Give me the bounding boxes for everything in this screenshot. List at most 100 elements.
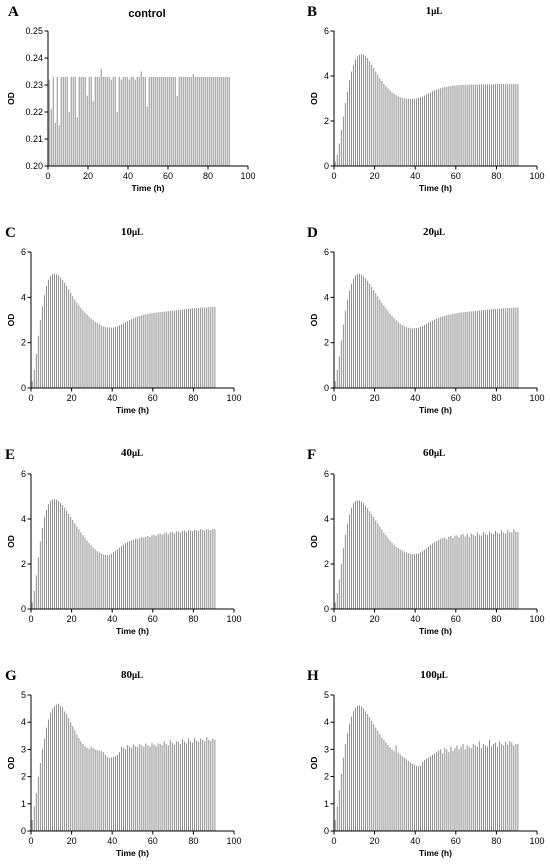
x-axis-label: Time (h) xyxy=(419,626,452,636)
x-tick-label: 20 xyxy=(370,393,380,403)
x-tick-label: 20 xyxy=(370,171,380,181)
x-tick-label: 20 xyxy=(370,614,380,624)
y-axis-label: OD xyxy=(309,314,319,327)
x-tick-label: 100 xyxy=(529,171,544,181)
x-tick-label: 0 xyxy=(331,836,336,846)
y-tick-label: 0.20 xyxy=(25,161,43,171)
bars xyxy=(31,499,216,609)
bars xyxy=(334,54,519,166)
y-tick-label: 0 xyxy=(324,161,329,171)
panel-letter: C xyxy=(5,225,16,241)
x-tick-label: 100 xyxy=(529,836,544,846)
y-axis-label: OD xyxy=(6,535,16,548)
y-tick-label: 0.24 xyxy=(25,53,43,63)
y-tick-label: 0.21 xyxy=(25,134,43,144)
y-axis-label: OD xyxy=(309,92,319,105)
x-axis-label: Time (h) xyxy=(116,848,149,858)
x-tick-label: 80 xyxy=(203,171,213,181)
x-tick-label: 100 xyxy=(529,393,544,403)
y-tick-label: 4 xyxy=(324,514,329,524)
panel-title: 1μL xyxy=(426,5,443,17)
x-tick-label: 40 xyxy=(410,614,420,624)
panel-title: 20μL xyxy=(423,226,445,238)
panel-letter: G xyxy=(5,668,17,684)
x-tick-label: 60 xyxy=(148,393,158,403)
y-tick-label: 0 xyxy=(324,383,329,393)
x-tick-label: 0 xyxy=(331,393,336,403)
y-tick-label: 6 xyxy=(324,469,329,479)
y-axis-label: OD xyxy=(6,757,16,770)
y-tick-label: 0 xyxy=(21,826,26,836)
y-axis-label: OD xyxy=(309,757,319,770)
y-tick-label: 2 xyxy=(324,772,329,782)
panel-title: 80μL xyxy=(121,669,143,681)
panel-title: 60μL xyxy=(423,447,445,459)
y-tick-label: 3 xyxy=(324,744,329,754)
x-tick-label: 60 xyxy=(163,171,173,181)
x-tick-label: 80 xyxy=(491,171,501,181)
x-tick-label: 40 xyxy=(107,614,117,624)
x-tick-label: 60 xyxy=(451,614,461,624)
panel-letter: F xyxy=(307,447,316,463)
y-axis-label: OD xyxy=(6,92,16,105)
y-tick-label: 2 xyxy=(324,559,329,569)
y-tick-label: 0.22 xyxy=(25,107,43,117)
panel-letter: A xyxy=(8,4,19,20)
bars xyxy=(31,703,216,831)
x-tick-label: 20 xyxy=(83,171,93,181)
panel-g: G 80μL 0 1 2 3 4 5 0 20 40 60 80 100 Time (h) OD xyxy=(5,668,242,858)
panel-h: H 100μL 0 1 2 3 4 5 0 20 40 60 80 100 Time (h) OD xyxy=(307,668,545,858)
y-tick-label: 0 xyxy=(324,604,329,614)
x-tick-label: 100 xyxy=(226,614,241,624)
bars xyxy=(48,68,230,166)
y-tick-label: 2 xyxy=(21,772,26,782)
y-tick-label: 0.23 xyxy=(25,80,43,90)
x-tick-label: 0 xyxy=(28,393,33,403)
x-tick-label: 80 xyxy=(491,614,501,624)
x-tick-label: 100 xyxy=(529,614,544,624)
y-tick-label: 3 xyxy=(21,744,26,754)
y-tick-label: 4 xyxy=(324,717,329,727)
y-tick-label: 0.25 xyxy=(25,26,43,36)
panel-title: 40μL xyxy=(121,447,143,459)
x-tick-label: 40 xyxy=(410,393,420,403)
x-tick-label: 100 xyxy=(240,171,255,181)
y-tick-label: 4 xyxy=(324,292,329,302)
y-tick-label: 1 xyxy=(324,799,329,809)
y-tick-label: 0 xyxy=(324,826,329,836)
bars xyxy=(334,500,519,609)
x-tick-label: 60 xyxy=(451,171,461,181)
y-tick-label: 6 xyxy=(324,247,329,257)
y-tick-label: 0 xyxy=(21,383,26,393)
x-axis-label: Time (h) xyxy=(116,405,149,415)
x-tick-label: 20 xyxy=(67,836,77,846)
x-tick-label: 40 xyxy=(410,836,420,846)
x-tick-label: 100 xyxy=(226,836,241,846)
x-tick-label: 60 xyxy=(148,836,158,846)
x-tick-label: 20 xyxy=(67,393,77,403)
panel-letter: D xyxy=(307,225,318,241)
panel-title: control xyxy=(128,8,165,20)
y-tick-label: 2 xyxy=(324,116,329,126)
x-tick-label: 60 xyxy=(451,836,461,846)
y-tick-label: 0 xyxy=(21,604,26,614)
y-tick-label: 6 xyxy=(21,247,26,257)
bars xyxy=(334,273,519,388)
y-tick-label: 2 xyxy=(324,338,329,348)
y-tick-label: 4 xyxy=(324,71,329,81)
panel-letter: E xyxy=(5,447,15,463)
x-axis-label: Time (h) xyxy=(419,183,452,193)
y-tick-label: 2 xyxy=(21,559,26,569)
x-tick-label: 80 xyxy=(188,614,198,624)
bars xyxy=(31,273,216,388)
x-axis-label: Time (h) xyxy=(132,183,165,193)
x-tick-label: 0 xyxy=(45,171,50,181)
y-axis-label: OD xyxy=(309,535,319,548)
panel-title: 10μL xyxy=(121,226,143,238)
